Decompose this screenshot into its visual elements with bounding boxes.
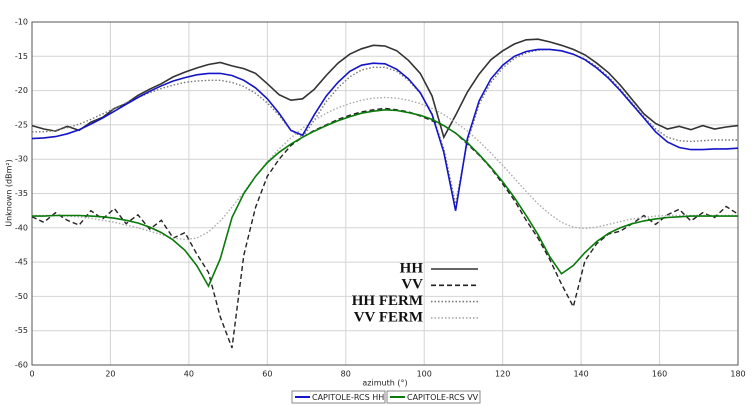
series-line <box>32 108 738 288</box>
x-tick-label: 60 <box>262 370 272 379</box>
y-tick-label: -30 <box>15 155 28 164</box>
series-line <box>31 107 739 349</box>
legend-label: CAPITOLE-RCS HH <box>312 393 384 402</box>
series-line <box>32 96 738 241</box>
y-tick-label: -25 <box>15 120 28 129</box>
y-tick-label: -40 <box>15 223 28 232</box>
x-tick-label: 120 <box>495 370 510 379</box>
x-tick-label: 40 <box>184 370 194 379</box>
legend-label: HH FERM <box>352 293 423 309</box>
series-line <box>32 48 738 204</box>
legend-box <box>386 390 481 404</box>
y-tick-label: -35 <box>15 189 28 198</box>
x-tick-label: 160 <box>652 370 667 379</box>
y-axis-label: Unknown (dBm²) <box>5 159 14 227</box>
legend-box <box>291 390 386 404</box>
y-tick-label: -15 <box>15 52 28 61</box>
y-tick-label: -20 <box>15 86 28 95</box>
plot-frame <box>31 21 739 366</box>
legend-label: VV FERM <box>354 309 423 325</box>
legend-label: HH <box>400 260 424 276</box>
x-axis-label: azimuth (°) <box>362 379 407 388</box>
legend-label: CAPITOLE-RCS VV <box>407 393 479 402</box>
y-tick-label: -60 <box>15 361 28 370</box>
y-tick-label: -50 <box>15 292 28 301</box>
x-tick-label: 140 <box>573 370 588 379</box>
y-tick-label: -45 <box>15 258 28 267</box>
y-tick-label: -55 <box>15 326 28 335</box>
legend-item: CAPITOLE-RCS HH <box>291 390 386 404</box>
x-tick-label: 0 <box>29 370 34 379</box>
legend-item: CAPITOLE-RCS VV <box>386 390 481 404</box>
series-line <box>31 48 739 211</box>
x-tick-label: 80 <box>341 370 351 379</box>
series-line <box>31 38 739 140</box>
x-tick-label: 180 <box>730 370 745 379</box>
x-tick-label: 20 <box>105 370 115 379</box>
legend-label: VV <box>401 277 423 293</box>
y-tick-label: -10 <box>15 18 28 27</box>
x-tick-label: 100 <box>417 370 432 379</box>
